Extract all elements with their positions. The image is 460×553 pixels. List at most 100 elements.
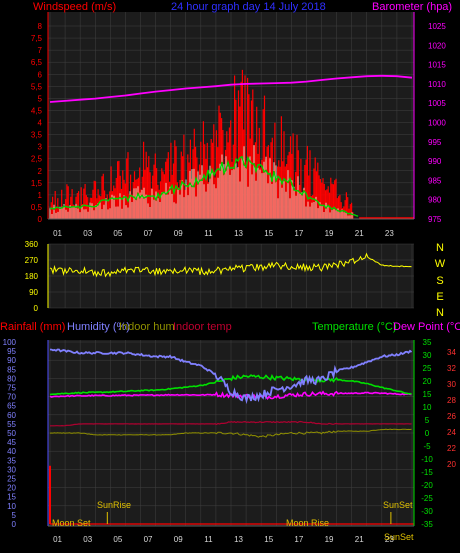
humidity-y-tick-label: 45 (7, 438, 16, 447)
compass-south: S (436, 275, 443, 287)
windspeed-axis-title: Windspeed (m/s) (33, 1, 116, 13)
wind-x-tick-label: 03 (83, 229, 92, 238)
wind-y-tick-label: 2 (38, 167, 43, 176)
wind-x-tick-label: 05 (113, 229, 122, 238)
humidity-y-tick-label: 80 (7, 374, 16, 383)
indoor-temp-y-tick-label: 26 (447, 412, 456, 421)
wind-x-tick-label: 07 (144, 229, 153, 238)
indoor-temp-y-tick-label: 22 (447, 444, 456, 453)
direction-y-tick-label: 270 (25, 256, 39, 265)
sunrise-label: SunRise (97, 500, 131, 510)
wind-y-tick-label: 0,5 (31, 203, 43, 212)
humidity-y-tick-label: 90 (7, 356, 16, 365)
wind-y-tick-label: 4,5 (31, 106, 43, 115)
barometer-y-tick-label: 990 (428, 157, 442, 166)
moon-set-label: Moon Set (52, 518, 91, 528)
wind-y-tick-label: 5,5 (31, 82, 43, 91)
humidity-y-tick-label: 20 (7, 484, 16, 493)
barometer-y-tick-label: 1010 (428, 80, 446, 89)
humidity-y-tick-label: 55 (7, 420, 16, 429)
sunset-label-bottom: SunSet (384, 532, 414, 542)
barometer-axis-title: Barometer (hpa) (372, 1, 452, 13)
humidity-y-tick-label: 30 (7, 465, 16, 474)
indoor-temp-y-tick-label: 20 (447, 460, 456, 469)
wind-y-tick-label: 8 (38, 22, 43, 31)
indoor-temp-axis-title: Indoor temp (173, 321, 232, 333)
humidity-y-tick-label: 70 (7, 393, 16, 402)
temperature-y-tick-label: 10 (423, 403, 432, 412)
wind-y-tick-label: 3 (38, 143, 43, 152)
temperature-y-tick-label: 5 (425, 416, 430, 425)
humidity-y-tick-label: 65 (7, 402, 16, 411)
humidity-y-tick-label: 10 (7, 502, 16, 511)
temperature-y-tick-label: 30 (423, 351, 432, 360)
compass-north-top: N (436, 242, 444, 254)
wind-speed-bars (49, 145, 353, 219)
indoor-temp-y-tick-label: 30 (447, 380, 456, 389)
wind-x-tick-label: 13 (234, 229, 243, 238)
climate-x-tick-label: 17 (294, 535, 303, 544)
barometer-y-tick-label: 980 (428, 196, 442, 205)
wind-y-tick-label: 0 (38, 215, 43, 224)
direction-series (49, 252, 412, 278)
climate-x-tick-label: 23 (385, 535, 394, 544)
climate-x-tick-label: 07 (144, 535, 153, 544)
climate-x-tick-label: 11 (204, 535, 213, 544)
barometer-y-tick-label: 1000 (428, 119, 446, 128)
humidity-y-tick-label: 5 (12, 511, 17, 520)
wind-x-tick-label: 17 (294, 229, 303, 238)
humidity-y-tick-label: 25 (7, 475, 16, 484)
moon-rise-label: Moon Rise (286, 518, 329, 528)
temperature-y-tick-label: 15 (423, 390, 432, 399)
humidity-axis-title: Humidity (%) (67, 321, 130, 333)
temperature-y-tick-label: -5 (423, 442, 431, 451)
barometer-y-tick-label: 995 (428, 138, 442, 147)
barometer-y-tick-label: 985 (428, 176, 442, 185)
wind-y-tick-label: 7,5 (31, 34, 43, 43)
compass-east: E (436, 291, 443, 303)
wind-average-line (49, 155, 359, 217)
temperature-y-tick-label: 0 (425, 429, 430, 438)
wind-x-tick-label: 09 (174, 229, 183, 238)
temperature-axis-title: Temperature (°C) (312, 321, 396, 333)
temperature-y-tick-label: 20 (423, 377, 432, 386)
wind-y-tick-label: 3,5 (31, 131, 43, 140)
wind-y-tick-label: 4 (38, 119, 43, 128)
indoor-temperature-line (49, 420, 412, 427)
compass-west: W (435, 258, 446, 270)
dewpoint-axis-title: Dew Point (°C) (393, 321, 460, 333)
indoor-temp-y-tick-label: 32 (447, 364, 456, 373)
wind-y-tick-label: 1 (38, 191, 43, 200)
barometer-line (49, 74, 413, 103)
wind-y-tick-label: 6,5 (31, 58, 43, 67)
humidity-y-tick-label: 85 (7, 365, 16, 374)
wind-y-tick-label: 6 (38, 70, 43, 79)
humidity-y-tick-label: 100 (3, 338, 17, 347)
wind-x-tick-label: 01 (53, 229, 62, 238)
barometer-y-tick-label: 975 (428, 215, 442, 224)
climate-series (49, 348, 414, 525)
humidity-y-tick-label: 50 (7, 429, 16, 438)
temperature-y-tick-label: 35 (423, 338, 432, 347)
humidity-y-tick-label: 75 (7, 384, 16, 393)
humidity-line (49, 348, 413, 405)
barometer-y-tick-label: 1005 (428, 99, 446, 108)
sunset-label: SunSet (383, 500, 413, 510)
barometer-y-tick-label: 1015 (428, 61, 446, 70)
wind-series (49, 69, 414, 219)
climate-x-tick-label: 19 (325, 535, 334, 544)
temperature-line (49, 373, 412, 396)
wind-x-tick-label: 11 (204, 229, 213, 238)
temperature-y-tick-label: -15 (421, 468, 433, 477)
wind-x-tick-label: 21 (355, 229, 364, 238)
barometer-y-tick-label: 1025 (428, 22, 446, 31)
humidity-y-tick-label: 0 (12, 520, 17, 529)
climate-x-tick-label: 09 (174, 535, 183, 544)
direction-grid: 0 90 180 270 360 (25, 240, 414, 313)
humidity-y-tick-label: 95 (7, 347, 16, 356)
wind-direction-line (49, 252, 412, 278)
barometer-y-tick-label: 1020 (428, 41, 446, 50)
wind-y-tick-label: 5 (38, 94, 43, 103)
indoor-temp-y-tick-label: 28 (447, 396, 456, 405)
